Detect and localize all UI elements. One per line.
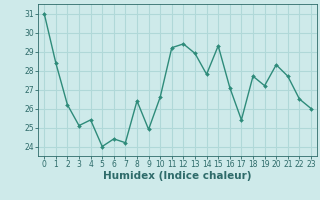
X-axis label: Humidex (Indice chaleur): Humidex (Indice chaleur): [103, 171, 252, 181]
